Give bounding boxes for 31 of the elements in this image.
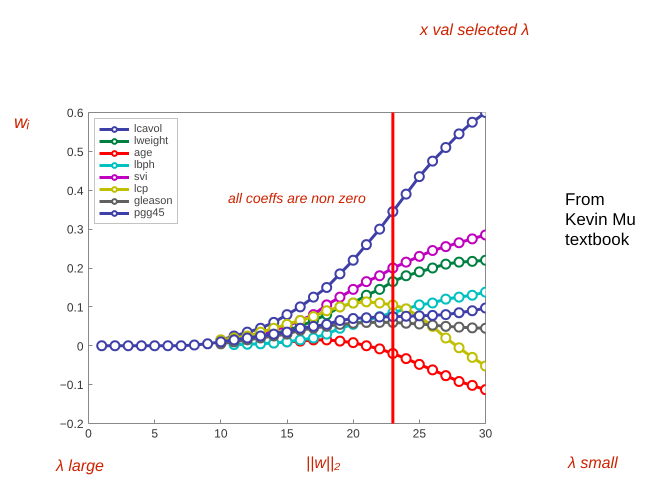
legend-label: svi	[134, 171, 148, 183]
annotation: From Kevin Mu textbook	[565, 190, 637, 250]
annotation: λ large	[56, 458, 104, 476]
y-tick-label: 0	[76, 339, 84, 354]
legend-label: lweight	[134, 135, 168, 147]
legend-label: lbph	[134, 159, 155, 171]
legend-label: lcavol	[134, 123, 162, 135]
legend-label: gleason	[134, 195, 173, 207]
y-tick-label: −0.2	[60, 417, 84, 431]
annotation: ||w||₂	[306, 455, 340, 473]
y-tick-label: 0.4	[66, 184, 84, 198]
annotation: all coeffs are non zero	[228, 190, 366, 206]
x-tick-label: 25	[412, 426, 426, 440]
legend-label: age	[134, 147, 154, 159]
y-tick-label: 0.3	[66, 222, 84, 237]
x-tick-label: 15	[280, 426, 294, 440]
x-tick-label: 10	[214, 426, 228, 440]
x-tick-label: 20	[346, 426, 360, 440]
annotation: x val selected λ	[420, 22, 530, 40]
y-tick-label: 0.2	[66, 262, 84, 276]
y-tick-label: 0.5	[66, 144, 84, 159]
x-tick-label: 0	[85, 426, 92, 440]
annotation: wᵢ	[14, 112, 30, 133]
annotation: λ small	[568, 455, 618, 473]
x-tick-label: 5	[151, 426, 158, 440]
y-tick-label: 0.6	[66, 106, 84, 120]
legend-label: pgg45	[134, 207, 165, 219]
legend-label: lcp	[134, 183, 150, 195]
y-tick-label: 0.1	[66, 300, 84, 314]
x-tick-label: 30	[478, 426, 492, 440]
y-tick-label: −0.1	[60, 378, 84, 392]
